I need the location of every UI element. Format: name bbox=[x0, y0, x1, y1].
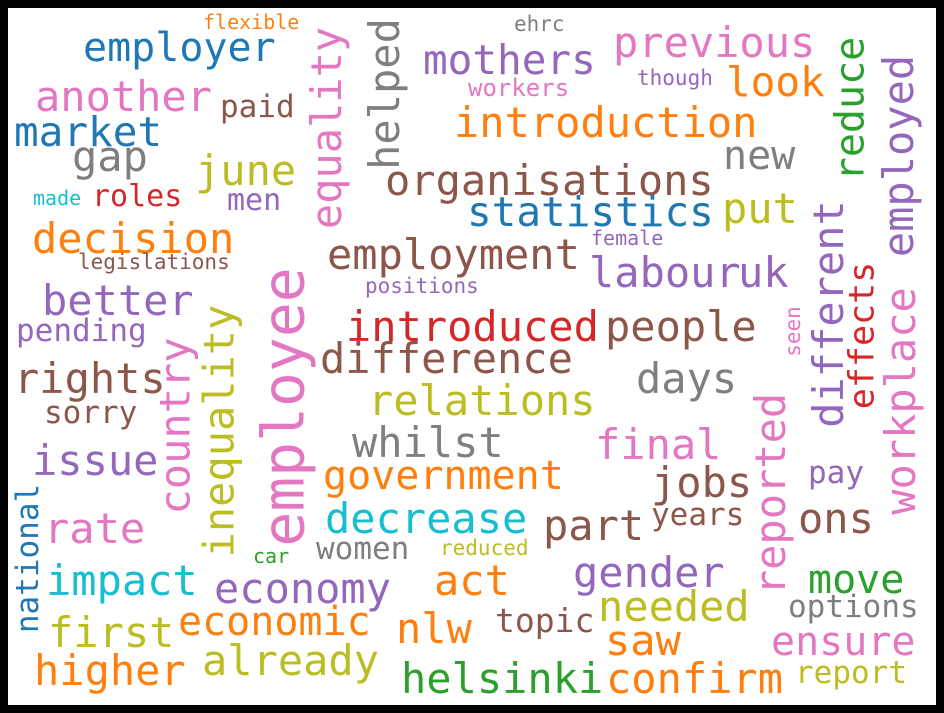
word-female: female bbox=[591, 226, 664, 250]
word-effects: effects bbox=[841, 261, 882, 410]
word-positions: positions bbox=[365, 274, 479, 298]
word-final: final bbox=[595, 420, 722, 469]
word-higher: higher bbox=[34, 646, 186, 695]
word-days: days bbox=[636, 354, 738, 403]
word-organisations: organisations bbox=[385, 156, 714, 205]
word-better: better bbox=[42, 276, 194, 325]
word-confirm: confirm bbox=[606, 654, 784, 703]
word-another: another bbox=[35, 72, 213, 121]
word-issue: issue bbox=[32, 436, 159, 485]
word-paid: paid bbox=[220, 89, 295, 125]
word-mothers: mothers bbox=[423, 36, 596, 84]
word-helped: helped bbox=[359, 17, 409, 170]
word-rights: rights bbox=[14, 354, 166, 403]
word-employer: employer bbox=[83, 25, 276, 71]
word-decision: decision bbox=[32, 214, 235, 263]
word-first: first bbox=[48, 608, 175, 657]
word-uk: uk bbox=[738, 248, 789, 297]
word-needed: needed bbox=[598, 582, 750, 631]
word-legislations: legislations bbox=[78, 250, 230, 274]
word-though: though bbox=[637, 66, 713, 90]
word-reduce: reduce bbox=[826, 36, 873, 182]
word-helsinki: helsinki bbox=[401, 654, 604, 703]
word-national: national bbox=[10, 483, 47, 633]
word-women: women bbox=[316, 531, 410, 567]
word-roles: roles bbox=[92, 179, 183, 214]
word-equality: equality bbox=[302, 26, 352, 230]
word-government: government bbox=[323, 453, 564, 499]
word-introduction: introduction bbox=[454, 98, 758, 147]
word-economic: economic bbox=[178, 599, 371, 645]
word-market: market bbox=[14, 108, 163, 156]
word-ensure: ensure bbox=[771, 619, 916, 665]
word-topic: topic bbox=[495, 601, 595, 640]
word-made: made bbox=[33, 186, 82, 210]
word-saw: saw bbox=[605, 616, 681, 665]
word-introduced: introduced bbox=[346, 302, 599, 351]
word-put: put bbox=[722, 184, 798, 233]
word-nlw: nlw bbox=[396, 604, 472, 653]
word-years: years bbox=[651, 497, 745, 533]
word-reduced: reduced bbox=[440, 536, 529, 560]
word-labour: labour bbox=[589, 248, 741, 297]
word-decrease: decrease bbox=[325, 494, 528, 543]
word-ehrc: ehrc bbox=[514, 12, 565, 36]
word-workers: workers bbox=[468, 74, 570, 102]
word-employee: employee bbox=[249, 266, 318, 547]
word-statistics: statistics bbox=[467, 188, 714, 236]
word-already: already bbox=[202, 636, 380, 685]
word-act: act bbox=[434, 556, 510, 605]
word-people: people bbox=[605, 302, 757, 351]
word-rate: rate bbox=[44, 504, 146, 553]
word-inequality: inequality bbox=[193, 304, 243, 557]
word-report: report bbox=[795, 655, 907, 691]
word-jobs: jobs bbox=[651, 458, 753, 507]
word-cloud: flexible employer equality helped ehrc p… bbox=[8, 8, 936, 705]
word-employed: employed bbox=[874, 54, 924, 257]
word-pay: pay bbox=[808, 455, 864, 491]
word-ons: ons bbox=[798, 494, 874, 543]
word-whilst: whilst bbox=[352, 418, 504, 467]
word-impact: impact bbox=[46, 556, 198, 605]
word-sorry: sorry bbox=[44, 395, 138, 431]
word-employment: employment bbox=[327, 230, 580, 279]
word-move: move bbox=[808, 557, 905, 603]
word-relations: relations bbox=[368, 376, 596, 425]
word-workplace: workplace bbox=[875, 286, 925, 515]
word-previous: previous bbox=[613, 18, 816, 67]
word-difference: difference bbox=[320, 334, 573, 383]
word-seen: seen bbox=[780, 305, 805, 357]
word-economy: economy bbox=[214, 564, 392, 613]
word-pending: pending bbox=[16, 313, 147, 349]
word-options: options bbox=[788, 589, 919, 625]
word-look: look bbox=[726, 58, 825, 106]
word-flexible: flexible bbox=[203, 10, 300, 34]
word-car: car bbox=[253, 544, 290, 568]
word-new: new bbox=[723, 133, 796, 179]
word-reported: reported bbox=[746, 392, 796, 596]
word-gender: gender bbox=[573, 548, 725, 597]
word-part: part bbox=[543, 501, 645, 550]
word-gap: gap bbox=[72, 132, 148, 181]
word-men: men bbox=[227, 183, 282, 218]
word-june: june bbox=[195, 146, 297, 195]
